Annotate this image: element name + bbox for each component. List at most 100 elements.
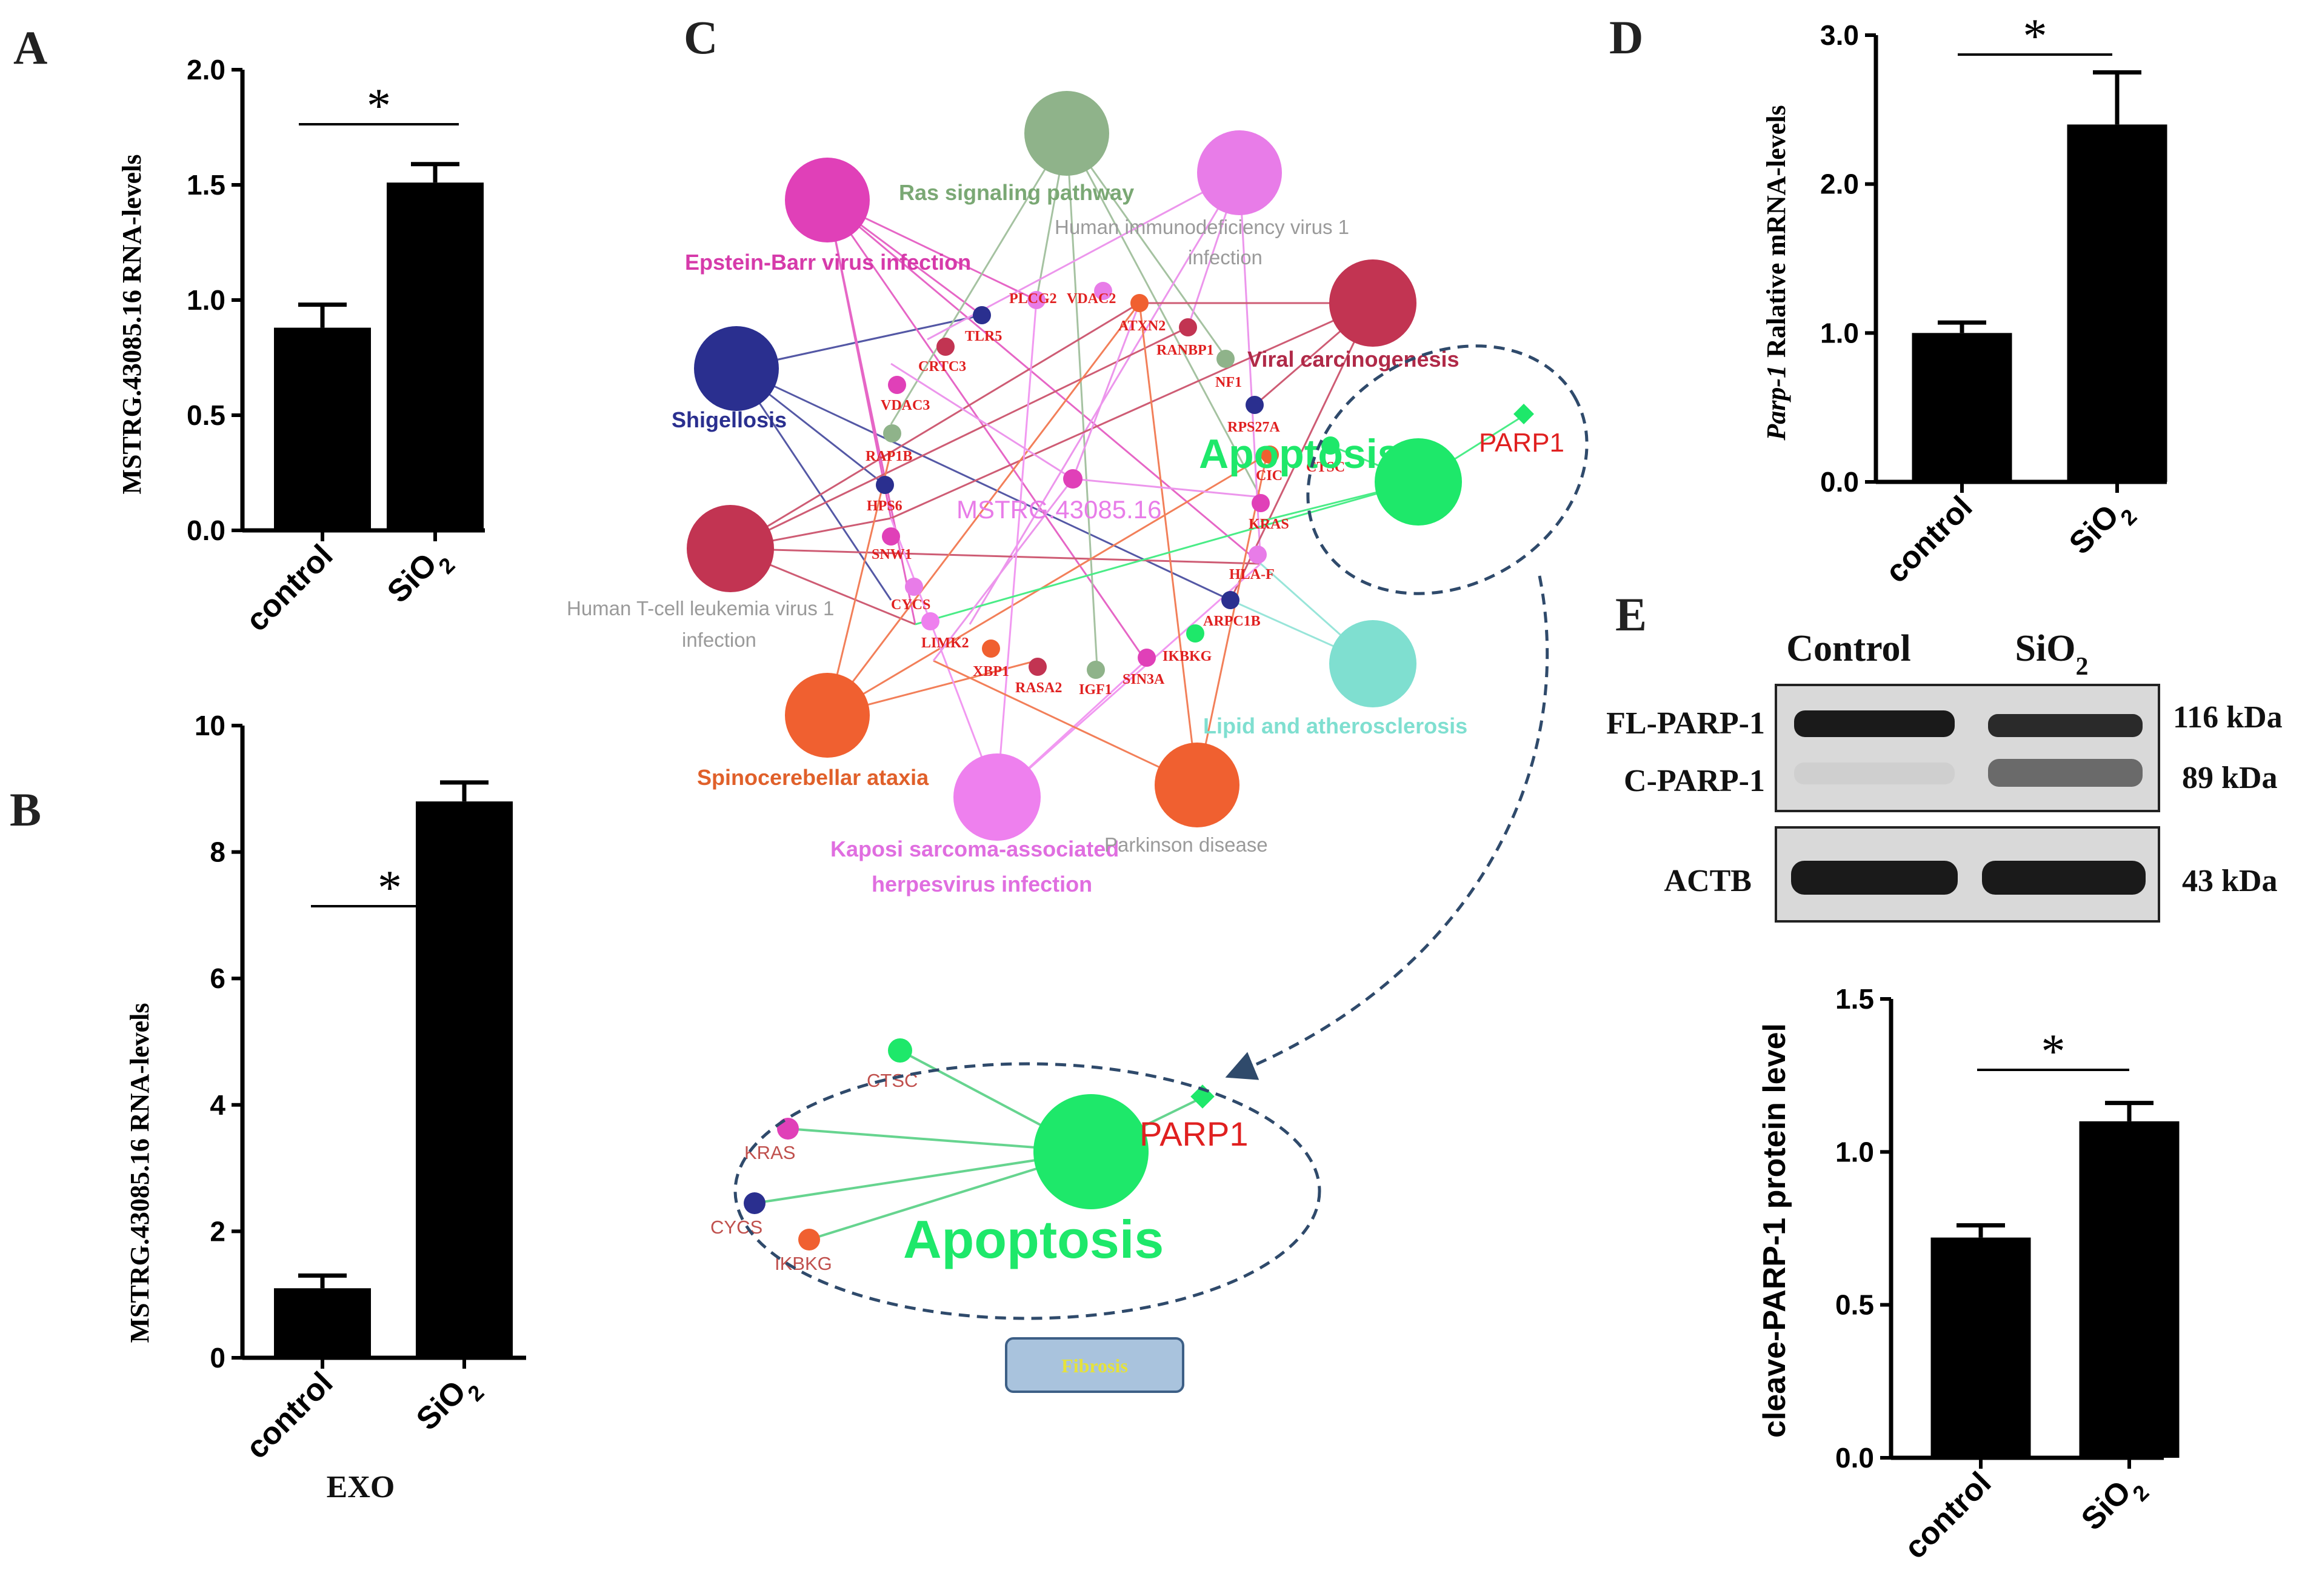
panel-b: B MSTRG.43085.16 RNA-levels EXO 0 2 4 6 8 10 c… bbox=[10, 710, 526, 1504]
gene-label: SNW1 bbox=[872, 547, 912, 563]
zoom-gene-node-ctsc bbox=[888, 1038, 912, 1063]
gene-label: VDAC2 bbox=[1067, 291, 1116, 307]
gene-label: PLCG2 bbox=[1009, 291, 1057, 307]
pathway-label: Human T-cell leukemia virus 1 infection bbox=[567, 597, 834, 651]
chart-b-significance-star: * bbox=[378, 861, 402, 915]
chart-b-x-tick-label-base: SiO bbox=[410, 1374, 473, 1437]
chart-d-y-tick-label: 1.0 bbox=[1820, 317, 1859, 349]
zoom-gene-node-kras bbox=[777, 1118, 799, 1140]
zoom-pathway-label: Apoptosis bbox=[903, 1209, 1164, 1269]
chart-a-y-tick-label: 1.5 bbox=[187, 169, 225, 201]
gene-node bbox=[973, 306, 991, 324]
pathway-label: Viral carcinogenesis bbox=[1247, 347, 1460, 372]
highlight-ellipse bbox=[1306, 344, 1589, 595]
zoom-arrow bbox=[1225, 575, 1549, 1080]
network-pathway-nodes bbox=[687, 91, 1462, 841]
center-node-label: MSTRG.43085.16 bbox=[956, 495, 1162, 524]
chart-e: cleave-PARP-1 protein level 0.0 0.5 1.0 1.5… bbox=[1757, 983, 2180, 1566]
node-hiv1-infection bbox=[1197, 130, 1282, 215]
zoom-gene-label: KRAS bbox=[744, 1142, 795, 1163]
chart-e-x-tick-label: SiO2 bbox=[2075, 1465, 2154, 1544]
gene-node-parp1 bbox=[1513, 404, 1534, 424]
chart-d-y-tick-label: 3.0 bbox=[1820, 19, 1859, 51]
chart-b-x-tick-label: control bbox=[239, 1365, 340, 1466]
chart-e-bar-sio2 bbox=[2079, 1121, 2180, 1458]
chart-e-y-tick-label: 1.0 bbox=[1835, 1136, 1874, 1167]
node-parkinson-disease bbox=[1155, 743, 1239, 827]
gene-label: RAP1B bbox=[866, 449, 912, 464]
y-axis-label-italic: Parp-1 bbox=[1761, 365, 1791, 441]
chart-d: Parp-1 Ralative mRNA-levels 0.0 1.0 2.0 3.0 c… bbox=[1761, 10, 2167, 590]
gene-label: LIMK2 bbox=[921, 635, 969, 651]
gene-label: CYCS bbox=[891, 597, 930, 613]
chart-d-bar-control bbox=[1912, 333, 2012, 482]
panel-label-c: C bbox=[684, 11, 718, 64]
gene-label: HPS6 bbox=[867, 498, 902, 514]
chart-d-bar-sio2 bbox=[2067, 124, 2167, 482]
y-axis-label-rest: Ralative mRNA-levels bbox=[1761, 105, 1791, 358]
chart-a-bar-control bbox=[274, 327, 371, 530]
pathway-label: Apoptosis bbox=[1199, 431, 1400, 477]
band-c-sio2 bbox=[1988, 759, 2143, 787]
band-actb-sio2 bbox=[1982, 861, 2146, 895]
gene-node bbox=[876, 476, 894, 494]
blot-row-fl-parp1: FL-PARP-1 bbox=[1606, 706, 1765, 741]
pathway-label-line: herpesvirus infection bbox=[872, 872, 1092, 896]
gene-node bbox=[905, 578, 923, 596]
chart-b: MSTRG.43085.16 RNA-levels EXO 0 2 4 6 8 10 con… bbox=[125, 710, 526, 1504]
gene-label-parp1: PARP1 bbox=[1479, 428, 1564, 458]
chart-e-y-tick-label: 0.5 bbox=[1835, 1289, 1874, 1321]
gene-label: HLA-F bbox=[1229, 567, 1275, 583]
panel-a: A MSTRG.43085.16 RNA-levels 0.0 0.5 1.0 1.5… bbox=[13, 21, 485, 638]
gene-label: IKBKG bbox=[1163, 649, 1212, 664]
pathway-label: Spinocerebellar ataxia bbox=[697, 765, 929, 790]
pathway-label: Kaposi sarcoma-associated herpesvirus inf… bbox=[830, 836, 1119, 896]
chart-a-significance-star: * bbox=[367, 79, 391, 133]
blot-parp-membrane bbox=[1775, 684, 2160, 812]
x-axis-label-b: EXO bbox=[327, 1470, 395, 1504]
gene-label: ARPC1B bbox=[1203, 613, 1261, 629]
y-axis-label-b: MSTRG.43085.16 RNA-levels bbox=[125, 1003, 155, 1343]
gene-label: CRTC3 bbox=[918, 359, 966, 375]
node-lipid-atherosclerosis bbox=[1329, 620, 1416, 707]
chart-b-y-tick-label: 10 bbox=[195, 710, 225, 741]
chart-b-y-tick-label: 8 bbox=[210, 836, 225, 868]
band-c-control bbox=[1794, 763, 1955, 784]
panel-e: E Control SiO2 FL-PARP-1 C-PARP-1 ACTB 1… bbox=[1606, 588, 2282, 1566]
pathway-label-line: Kaposi sarcoma-associated bbox=[830, 836, 1119, 861]
chart-e-x-tick-label: control bbox=[1898, 1465, 1998, 1566]
gene-node bbox=[1130, 294, 1149, 312]
chart-e-x-tick-label-base: SiO bbox=[2075, 1474, 2138, 1537]
gene-node bbox=[1249, 546, 1267, 564]
chart-e-significance-star: * bbox=[2041, 1025, 2066, 1078]
gene-label: NF1 bbox=[1215, 375, 1242, 390]
gene-node bbox=[921, 612, 939, 630]
node-apoptosis bbox=[1375, 438, 1462, 526]
gene-label: ATXN2 bbox=[1118, 318, 1166, 334]
pathway-label: Lipid and atherosclerosis bbox=[1203, 713, 1467, 738]
gene-node bbox=[1216, 350, 1235, 368]
zoom-gene-label: CYCS bbox=[710, 1217, 762, 1238]
gene-label: SIN3A bbox=[1123, 672, 1165, 687]
zoom-node-apoptosis bbox=[1033, 1094, 1149, 1209]
gene-label: VDAC3 bbox=[881, 398, 930, 413]
gene-node bbox=[1094, 282, 1112, 300]
blot-row-c-parp1: C-PARP-1 bbox=[1624, 764, 1765, 798]
gene-node bbox=[1321, 436, 1339, 455]
zoom-gene-label: IKBKG bbox=[775, 1253, 832, 1274]
gene-node bbox=[883, 424, 901, 442]
node-shigellosis bbox=[694, 326, 779, 411]
chart-b-bar-control bbox=[274, 1288, 371, 1358]
gene-node bbox=[1221, 591, 1239, 609]
chart-a-x-tick-label-base: SiO bbox=[381, 547, 444, 610]
node-ras-signaling bbox=[1024, 91, 1109, 176]
node-kaposi-sarcoma bbox=[953, 753, 1041, 841]
gene-label: XBP1 bbox=[973, 664, 1009, 679]
chart-e-bar-control bbox=[1930, 1237, 2031, 1458]
gene-node bbox=[1246, 396, 1264, 414]
chart-a-y-tick-label: 0.0 bbox=[187, 515, 225, 546]
zoom-gene-label: CTSC bbox=[867, 1070, 918, 1091]
chart-d-x-tick-label-base: SiO bbox=[2063, 498, 2126, 561]
gene-node bbox=[1138, 649, 1156, 667]
